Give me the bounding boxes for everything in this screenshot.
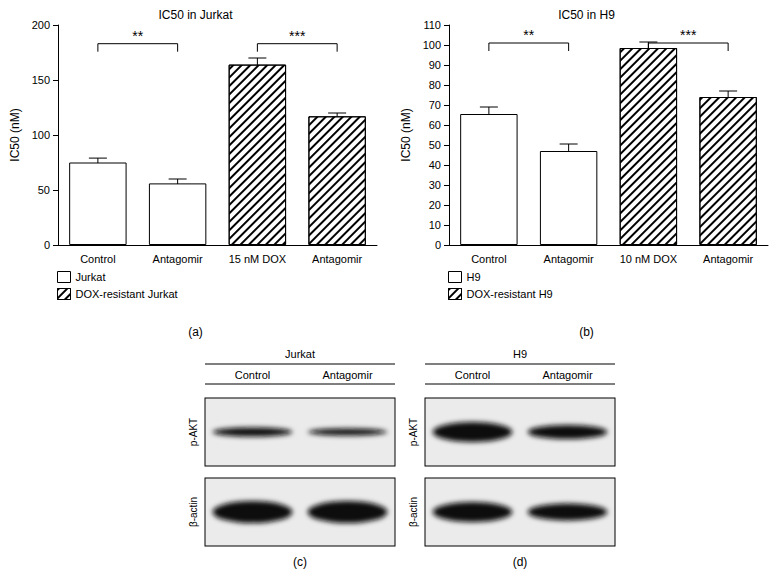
svg-text:IC50 in H9: IC50 in H9 — [558, 8, 615, 22]
svg-text:H9: H9 — [513, 348, 527, 360]
svg-text:(c): (c) — [293, 555, 307, 569]
svg-text:β-actin: β-actin — [188, 497, 199, 527]
svg-text:**: ** — [132, 28, 143, 44]
svg-text:DOX-resistant Jurkat: DOX-resistant Jurkat — [76, 288, 178, 300]
svg-text:20: 20 — [429, 199, 441, 211]
svg-text:80: 80 — [429, 79, 441, 91]
svg-text:0: 0 — [435, 239, 441, 251]
svg-text:150: 150 — [32, 74, 50, 86]
svg-text:p-AKT: p-AKT — [408, 418, 419, 446]
svg-text:50: 50 — [429, 139, 441, 151]
svg-text:Jurkat: Jurkat — [76, 271, 106, 283]
svg-text:100: 100 — [32, 129, 50, 141]
svg-text:60: 60 — [429, 119, 441, 131]
svg-text:(d): (d) — [513, 555, 528, 569]
svg-text:200: 200 — [32, 19, 50, 31]
svg-text:110: 110 — [423, 19, 441, 31]
svg-text:Control: Control — [455, 369, 490, 381]
svg-text:Antagomir: Antagomir — [322, 369, 372, 381]
svg-text:Antagomir: Antagomir — [542, 369, 592, 381]
svg-text:30: 30 — [429, 179, 441, 191]
svg-text:Control: Control — [471, 253, 506, 265]
svg-text:Control: Control — [235, 369, 270, 381]
svg-text:0: 0 — [44, 239, 50, 251]
svg-text:10: 10 — [429, 219, 441, 231]
svg-text:40: 40 — [429, 159, 441, 171]
svg-text:β-actin: β-actin — [408, 497, 419, 527]
svg-text:**: ** — [523, 27, 534, 43]
svg-text:DOX-resistant H9: DOX-resistant H9 — [467, 288, 553, 300]
svg-text:(a): (a) — [188, 325, 203, 339]
svg-text:(b): (b) — [579, 325, 594, 339]
svg-text:IC50 (nM): IC50 (nM) — [399, 108, 413, 161]
svg-text:100: 100 — [423, 39, 441, 51]
svg-text:10 nM DOX: 10 nM DOX — [620, 253, 678, 265]
svg-text:Jurkat: Jurkat — [285, 348, 315, 360]
svg-text:Control: Control — [80, 253, 115, 265]
svg-text:H9: H9 — [467, 271, 481, 283]
svg-text:IC50 (nM): IC50 (nM) — [8, 108, 22, 161]
svg-text:70: 70 — [429, 99, 441, 111]
svg-text:15 nM DOX: 15 nM DOX — [229, 253, 287, 265]
svg-text:***: *** — [289, 28, 306, 44]
svg-text:Antagomir: Antagomir — [703, 253, 753, 265]
svg-text:90: 90 — [429, 59, 441, 71]
svg-text:50: 50 — [38, 184, 50, 196]
svg-text:***: *** — [680, 27, 697, 43]
svg-text:Antagomir: Antagomir — [153, 253, 203, 265]
svg-text:Antagomir: Antagomir — [312, 253, 362, 265]
svg-text:IC50 in Jurkat: IC50 in Jurkat — [158, 8, 233, 22]
svg-text:p-AKT: p-AKT — [188, 418, 199, 446]
svg-text:Antagomir: Antagomir — [544, 253, 594, 265]
